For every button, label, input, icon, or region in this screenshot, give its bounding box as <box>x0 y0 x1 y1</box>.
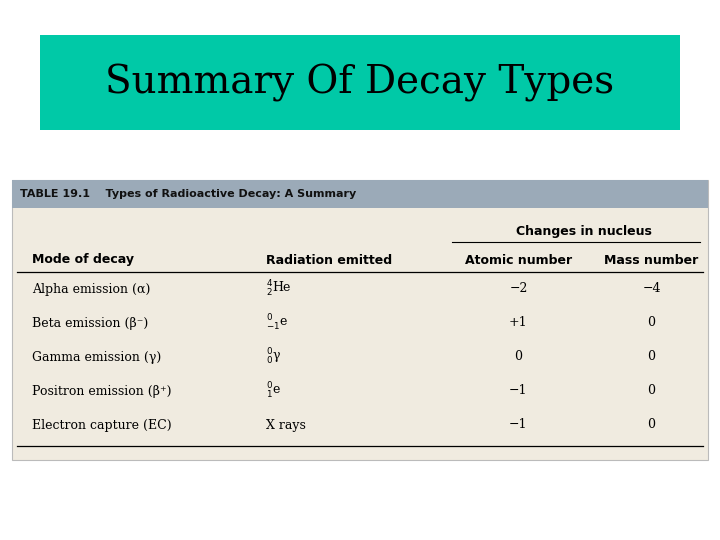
Text: Alpha emission (α): Alpha emission (α) <box>32 282 150 295</box>
Text: $^{0}_{0}$γ: $^{0}_{0}$γ <box>266 347 282 367</box>
Text: Mode of decay: Mode of decay <box>32 253 135 267</box>
Text: 0: 0 <box>514 350 523 363</box>
Text: Gamma emission (γ): Gamma emission (γ) <box>32 350 162 363</box>
Text: $^{0}_{-1}$e: $^{0}_{-1}$e <box>266 313 289 333</box>
Text: Positron emission (β⁺): Positron emission (β⁺) <box>32 384 172 397</box>
Text: $^{4}_{2}$He: $^{4}_{2}$He <box>266 279 292 299</box>
Text: −1: −1 <box>509 418 528 431</box>
Text: +1: +1 <box>509 316 528 329</box>
Text: $^{0}_{1}$e: $^{0}_{1}$e <box>266 381 282 401</box>
Text: −1: −1 <box>509 384 528 397</box>
Text: Atomic number: Atomic number <box>465 253 572 267</box>
Text: 0: 0 <box>647 384 656 397</box>
Text: Electron capture (EC): Electron capture (EC) <box>32 418 172 431</box>
Text: Radiation emitted: Radiation emitted <box>266 253 392 267</box>
Text: 0: 0 <box>647 350 656 363</box>
Text: Summary Of Decay Types: Summary Of Decay Types <box>105 64 615 102</box>
Text: Beta emission (β⁻): Beta emission (β⁻) <box>32 316 148 329</box>
Text: 0: 0 <box>647 418 656 431</box>
Bar <box>40 35 680 130</box>
Bar <box>12 180 708 208</box>
Text: Mass number: Mass number <box>605 253 698 267</box>
Text: −4: −4 <box>642 282 661 295</box>
Text: X rays: X rays <box>266 418 306 431</box>
Bar <box>12 180 708 460</box>
Text: Changes in nucleus: Changes in nucleus <box>516 226 652 239</box>
Text: 0: 0 <box>647 316 656 329</box>
Text: TABLE 19.1    Types of Radioactive Decay: A Summary: TABLE 19.1 Types of Radioactive Decay: A… <box>20 189 356 199</box>
Text: −2: −2 <box>509 282 528 295</box>
